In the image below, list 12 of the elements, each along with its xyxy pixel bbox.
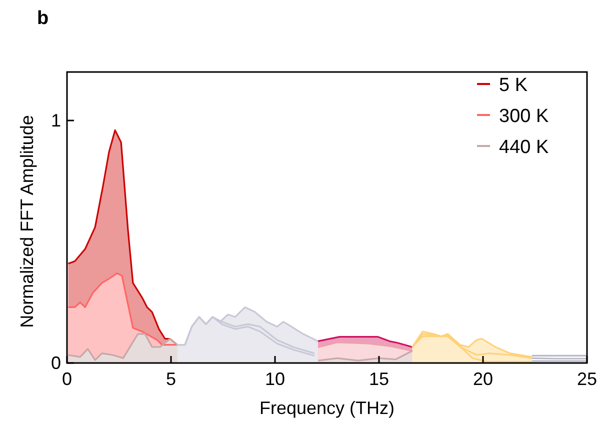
legend-label: 440 K bbox=[499, 137, 549, 158]
y-tick-label: 1 bbox=[50, 110, 61, 130]
x-tick-label: 25 bbox=[576, 369, 598, 389]
x-tick-label: 10 bbox=[264, 369, 286, 389]
y-axis-title: Normalized FFT Amplitude bbox=[17, 115, 37, 328]
x-tick-label: 15 bbox=[368, 369, 390, 389]
legend-label: 300 K bbox=[499, 106, 549, 127]
x-tick-label: 5 bbox=[166, 369, 176, 389]
x-tick-label: 20 bbox=[472, 369, 494, 389]
x-axis-title: Frequency (THz) bbox=[259, 398, 395, 418]
chart-title: b bbox=[37, 8, 49, 29]
legend-label: 5 K bbox=[499, 75, 528, 96]
